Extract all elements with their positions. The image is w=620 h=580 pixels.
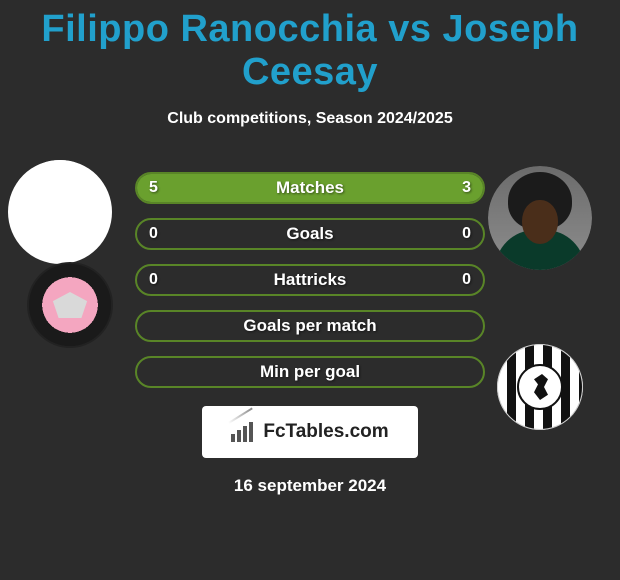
metric-row: 5 3 Matches xyxy=(135,172,485,204)
cesena-badge-icon xyxy=(497,344,583,430)
metric-row: Goals per match xyxy=(135,310,485,342)
metric-value-left: 0 xyxy=(149,271,158,289)
metric-row: 0 0 Hattricks xyxy=(135,264,485,296)
metric-label: Goals xyxy=(286,224,333,244)
metric-value-left: 0 xyxy=(149,225,158,243)
metric-row: Min per goal xyxy=(135,356,485,388)
player-left-avatar xyxy=(8,160,112,264)
metric-value-right: 0 xyxy=(462,225,471,243)
metric-value-left: 5 xyxy=(149,179,158,197)
palermo-badge-icon xyxy=(29,264,111,346)
metric-value-right: 0 xyxy=(462,271,471,289)
metric-value-right: 3 xyxy=(462,179,471,197)
subtitle: Club competitions, Season 2024/2025 xyxy=(0,110,620,128)
metric-label: Matches xyxy=(276,178,344,198)
page-title: Filippo Ranocchia vs Joseph Ceesay xyxy=(0,0,620,94)
metric-label: Min per goal xyxy=(260,362,360,382)
comparison-panel: 5 3 Matches 0 0 Goals 0 0 Hattricks Goals per mat… xyxy=(0,172,620,496)
player-right-avatar xyxy=(488,166,592,270)
metric-label: Goals per match xyxy=(243,316,376,336)
date-label: 16 september 2024 xyxy=(0,476,620,496)
metric-label: Hattricks xyxy=(274,270,347,290)
branding-label: FcTables.com xyxy=(263,421,388,443)
player-right-club-badge xyxy=(497,344,583,430)
metric-row: 0 0 Goals xyxy=(135,218,485,250)
bar-chart-icon xyxy=(231,422,257,442)
metric-rows: 5 3 Matches 0 0 Goals 0 0 Hattricks Goals per mat… xyxy=(135,172,485,388)
branding-box: FcTables.com xyxy=(202,406,418,458)
player-left-club-badge xyxy=(27,262,113,348)
